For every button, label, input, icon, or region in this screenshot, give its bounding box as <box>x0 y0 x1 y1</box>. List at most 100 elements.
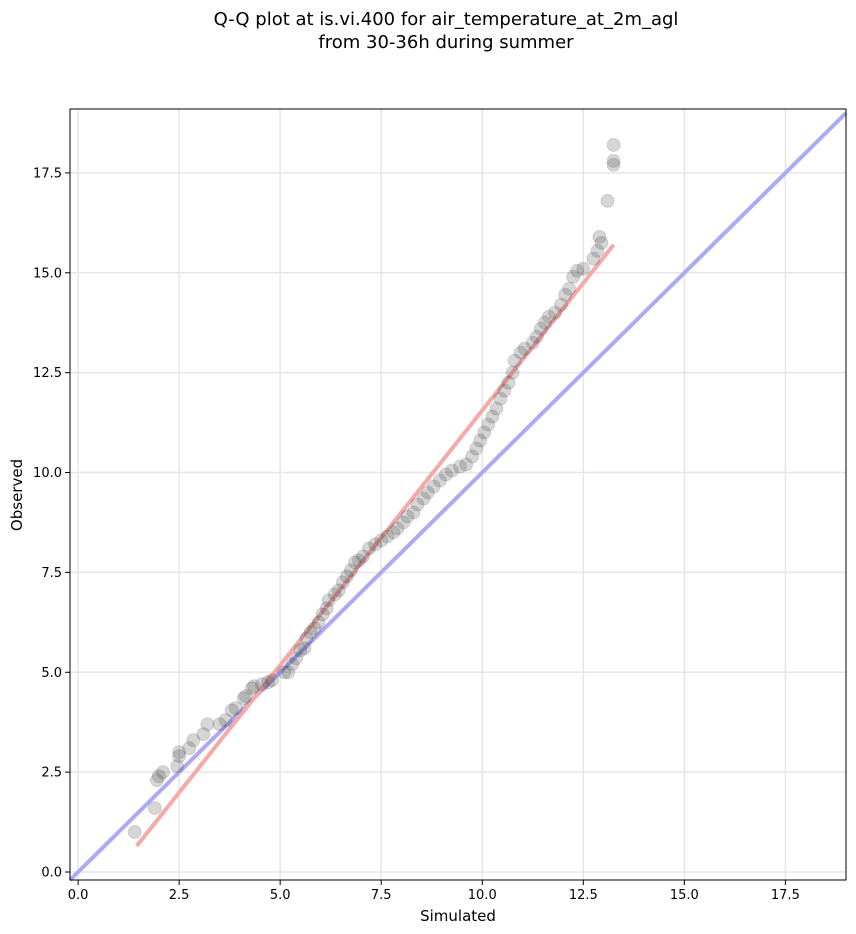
data-point <box>426 479 441 494</box>
data-point <box>261 675 276 690</box>
x-tick-label: 15.0 <box>670 888 699 903</box>
data-point <box>501 375 516 390</box>
data-point <box>311 615 326 630</box>
data-point <box>541 309 556 324</box>
y-tick-label: 17.5 <box>33 166 62 181</box>
data-point <box>400 509 415 524</box>
data-point <box>485 409 500 424</box>
y-tick-label: 5.0 <box>41 666 62 681</box>
data-point <box>170 759 185 774</box>
data-point <box>289 651 304 666</box>
data-point <box>432 473 447 488</box>
data-point <box>335 575 350 590</box>
data-point <box>200 717 215 732</box>
data-point <box>420 485 435 500</box>
data-point <box>438 467 453 482</box>
data-point <box>465 449 480 464</box>
data-point <box>406 505 421 520</box>
data-point <box>410 497 425 512</box>
data-point <box>537 315 552 330</box>
x-axis: 0.0 2.5 5.0 7.5 10.0 12.5 15.0 17.5 <box>68 880 800 903</box>
reference-lines <box>68 111 848 882</box>
data-point <box>453 459 468 474</box>
data-point <box>343 563 358 578</box>
data-point <box>277 665 292 680</box>
data-point <box>356 549 371 564</box>
data-point <box>481 417 496 432</box>
data-point <box>444 463 459 478</box>
data-point <box>315 607 330 622</box>
data-point <box>362 541 377 556</box>
data-point <box>459 457 474 472</box>
data-point <box>473 433 488 448</box>
data-point <box>594 235 609 250</box>
data-point <box>493 391 508 406</box>
data-point <box>127 825 142 840</box>
data-point <box>386 525 401 540</box>
data-point <box>347 555 362 570</box>
chart-subtitle: from 30-36h during summer <box>318 32 574 53</box>
y-tick-label: 15.0 <box>33 266 62 281</box>
x-tick-label: 5.0 <box>270 888 291 903</box>
data-point <box>548 305 562 320</box>
data-point <box>246 679 261 694</box>
x-tick-label: 12.5 <box>569 888 598 903</box>
y-tick-label: 12.5 <box>33 366 62 381</box>
data-point <box>368 537 383 552</box>
data-point <box>570 263 585 278</box>
data-point <box>238 689 253 704</box>
y-tick-label: 2.5 <box>41 766 62 781</box>
grid <box>70 109 846 880</box>
data-point <box>505 365 520 380</box>
data-point <box>293 643 308 658</box>
data-point <box>562 281 577 296</box>
data-point <box>319 601 334 616</box>
data-point <box>303 625 318 640</box>
data-point <box>182 741 197 756</box>
data-point <box>576 261 591 276</box>
data-point <box>566 269 581 284</box>
x-tick-label: 10.0 <box>468 888 497 903</box>
data-point <box>525 335 540 350</box>
data-point <box>196 727 211 742</box>
data-point <box>149 773 164 788</box>
x-tick-label: 0.0 <box>68 888 89 903</box>
chart-title: Q-Q plot at is.vi.400 for air_temperatur… <box>214 9 679 30</box>
y-axis-label: Observed <box>8 459 26 531</box>
data-point <box>265 673 280 688</box>
data-point <box>497 383 512 398</box>
data-point <box>590 243 605 258</box>
data-point <box>327 587 342 602</box>
data-point <box>218 713 233 728</box>
data-point <box>339 569 354 584</box>
data-point <box>592 229 607 244</box>
fit-line <box>135 243 616 848</box>
x-tick-label: 2.5 <box>169 888 190 903</box>
data-point <box>558 287 573 302</box>
data-point <box>533 321 548 336</box>
data-point <box>469 441 484 456</box>
data-point <box>554 297 569 312</box>
data-point <box>351 553 366 568</box>
data-point <box>155 765 170 780</box>
data-point <box>416 491 431 506</box>
data-point <box>285 657 300 672</box>
data-point <box>228 701 243 716</box>
data-point <box>513 345 528 360</box>
data-point <box>321 593 336 608</box>
data-point <box>517 341 532 356</box>
y-tick-label: 10.0 <box>33 466 62 481</box>
data-point <box>147 801 162 816</box>
identity-line <box>68 111 848 882</box>
data-point <box>297 641 312 656</box>
data-point <box>172 745 187 760</box>
data-point <box>224 703 239 718</box>
data-point <box>331 583 346 598</box>
data-point <box>186 733 201 748</box>
data-point <box>254 677 269 692</box>
data-point <box>281 665 296 680</box>
data-point <box>477 425 492 440</box>
y-axis: 0.0 2.5 5.0 7.5 10.0 12.5 15.0 17.5 <box>33 166 70 881</box>
data-point <box>307 621 322 636</box>
data-point <box>600 193 615 208</box>
